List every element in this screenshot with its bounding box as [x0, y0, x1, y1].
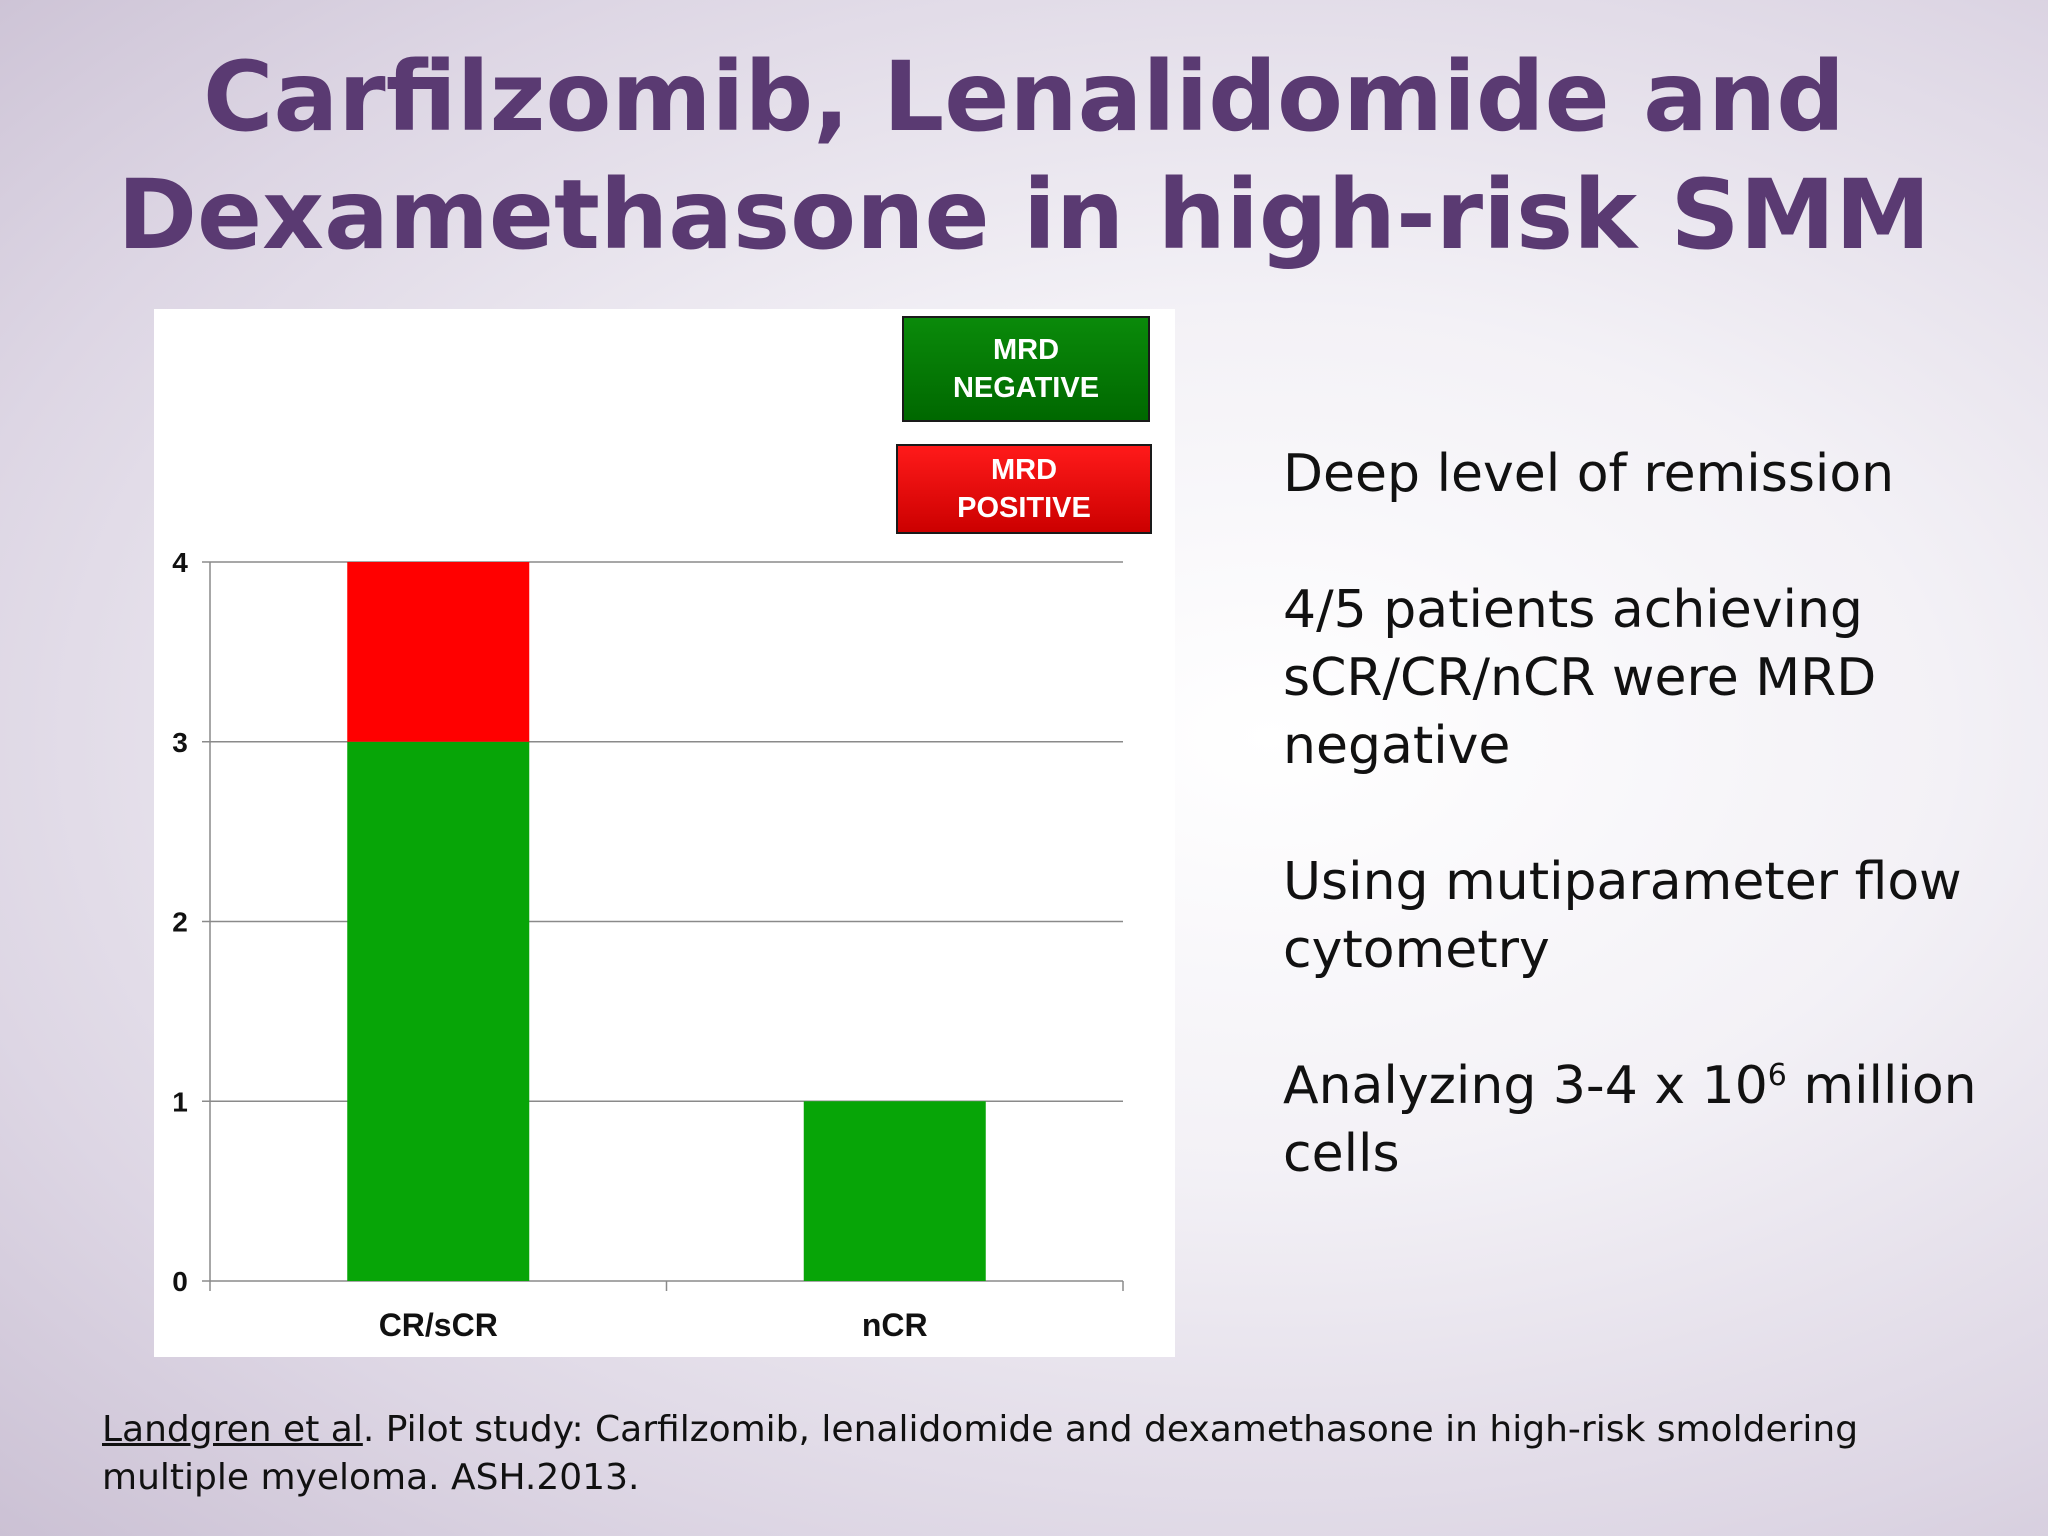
x-category-label: CR/sCR [379, 1307, 498, 1343]
y-tick-label: 4 [172, 547, 188, 578]
chart-panel: 0 1 2 3 4 CR/sCR nCR MRD NEGATIVE MRD POSITIVE [154, 309, 1175, 1357]
bullet-flow-cytometry: Using mutiparameter flow cytometry [1283, 852, 1962, 980]
citation: Landgren et al. Pilot study: Carfilzomib… [102, 1406, 1982, 1502]
citation-author: Landgren et al [102, 1409, 363, 1450]
citation-text: . Pilot study: Carfilzomib, lenalidomide… [102, 1409, 1859, 1498]
bullet-remission: Deep level of remission [1283, 444, 1895, 504]
bar-segment-mrd-positive [347, 562, 530, 742]
y-tick-label: 1 [172, 1086, 188, 1117]
legend-negative-line1: MRD [992, 334, 1060, 366]
legend-mrd-negative: MRD NEGATIVE [902, 316, 1150, 422]
legend-mrd-positive: MRD POSITIVE [896, 444, 1152, 534]
bullet-cells-exponent: 6 [1767, 1058, 1787, 1093]
y-tick-label: 0 [172, 1266, 188, 1297]
bar-segment-mrd-negative [347, 741, 530, 1281]
title-line-1: Carfilzomib, Lenalidomide and [203, 41, 1845, 153]
title-line-2: Dexamethasone in high-risk SMM [117, 159, 1931, 271]
legend-positive-line1: MRD [990, 454, 1058, 486]
bar-segment-mrd-negative [803, 1101, 986, 1281]
slide-title: Carfilzomib, Lenalidomide and Dexamethas… [0, 38, 2048, 274]
y-tick-label: 2 [172, 907, 188, 938]
bullet-list: Deep level of remission 4/5 patients ach… [1283, 440, 2003, 1256]
bullet-cells-analyzed: Analyzing 3-4 x 106 million cells [1283, 1052, 2003, 1188]
y-tick-label: 3 [172, 727, 188, 758]
bullet-mrd-negative: 4/5 patients achieving sCR/CR/nCR were M… [1283, 580, 1877, 776]
x-category-label: nCR [862, 1307, 928, 1343]
bullet-cells-pre: Analyzing 3-4 x 10 [1283, 1056, 1768, 1116]
legend-positive-line2: POSITIVE [957, 492, 1091, 524]
legend-negative-line2: NEGATIVE [952, 372, 1100, 404]
bullet-cells-post: million cells [1283, 1056, 1977, 1184]
stacked-bar-chart: 0 1 2 3 4 CR/sCR nCR [172, 547, 1124, 1343]
